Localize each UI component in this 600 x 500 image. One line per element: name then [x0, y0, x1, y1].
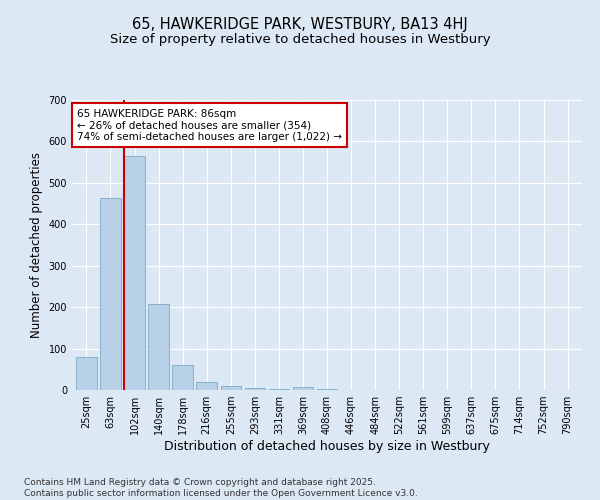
Y-axis label: Number of detached properties: Number of detached properties — [30, 152, 43, 338]
Bar — [124, 156, 145, 390]
Text: 65 HAWKERIDGE PARK: 86sqm
← 26% of detached houses are smaller (354)
74% of semi: 65 HAWKERIDGE PARK: 86sqm ← 26% of detac… — [77, 108, 342, 142]
Bar — [100, 198, 121, 390]
Text: Size of property relative to detached houses in Westbury: Size of property relative to detached ho… — [110, 32, 490, 46]
Bar — [148, 304, 169, 390]
Bar — [269, 389, 289, 390]
Bar — [221, 386, 241, 390]
Bar — [172, 365, 193, 390]
X-axis label: Distribution of detached houses by size in Westbury: Distribution of detached houses by size … — [164, 440, 490, 453]
Bar — [76, 357, 97, 390]
Bar — [245, 388, 265, 390]
Text: 65, HAWKERIDGE PARK, WESTBURY, BA13 4HJ: 65, HAWKERIDGE PARK, WESTBURY, BA13 4HJ — [132, 18, 468, 32]
Text: Contains HM Land Registry data © Crown copyright and database right 2025.
Contai: Contains HM Land Registry data © Crown c… — [24, 478, 418, 498]
Bar — [293, 386, 313, 390]
Bar — [317, 389, 337, 390]
Bar — [196, 382, 217, 390]
